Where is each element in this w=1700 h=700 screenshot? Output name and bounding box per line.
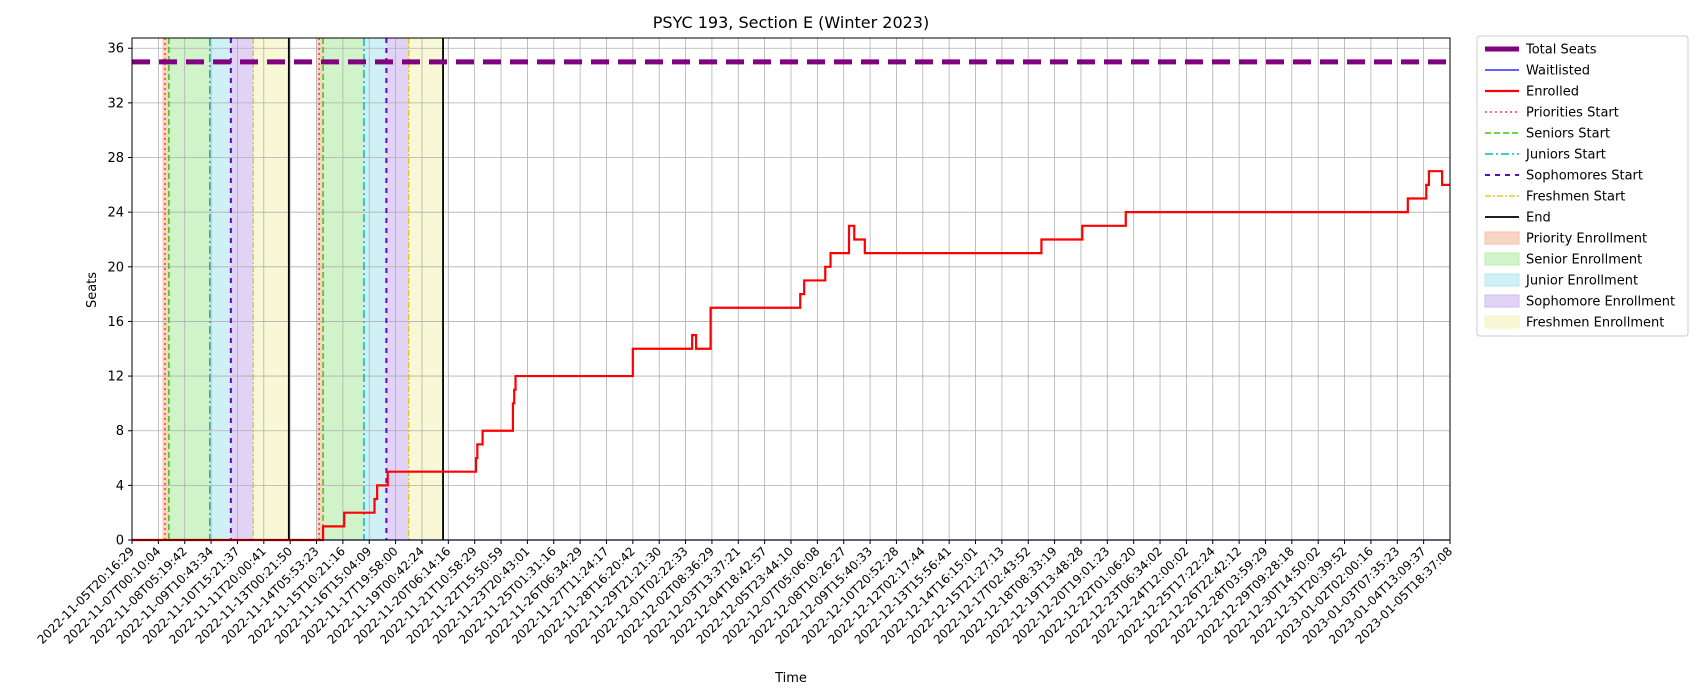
x-axis: 2022-11-05T20:16:292022-11-07T00:10:0420… [35, 540, 1455, 647]
y-tick-label: 16 [107, 315, 124, 330]
y-tick-label: 12 [107, 370, 124, 385]
legend-swatch-senior-enrollment [1484, 252, 1520, 266]
y-tick-label: 8 [116, 424, 124, 439]
legend-label-sophomore-enrollment: Sophomore Enrollment [1526, 295, 1675, 310]
legend-label-juniors-start: Juniors Start [1525, 148, 1606, 163]
legend-label-end: End [1526, 211, 1551, 226]
legend-label-seniors-start: Seniors Start [1526, 127, 1610, 142]
y-tick-label: 20 [107, 260, 124, 275]
period-junior-enrollment [209, 38, 231, 540]
legend-label-waitlisted: Waitlisted [1526, 64, 1590, 79]
chart-title: PSYC 193, Section E (Winter 2023) [653, 13, 929, 32]
legend-label-freshmen-start: Freshmen Start [1526, 190, 1625, 205]
period-senior-enrollment [323, 38, 364, 540]
legend-label-priorities-start: Priorities Start [1526, 106, 1619, 121]
legend-label-enrolled: Enrolled [1526, 85, 1579, 100]
legend-label-sophomores-start: Sophomores Start [1526, 169, 1643, 184]
y-tick-label: 4 [116, 479, 124, 494]
legend-label-total-seats: Total Seats [1525, 43, 1597, 58]
legend-swatch-junior-enrollment [1484, 273, 1520, 287]
y-tick-label: 32 [107, 96, 124, 111]
period-sophomore-enrollment [386, 38, 409, 540]
y-tick-label: 28 [107, 151, 124, 166]
y-tick-label: 24 [107, 206, 124, 221]
legend-swatch-sophomore-enrollment [1484, 294, 1520, 308]
legend-label-priority-enrollment: Priority Enrollment [1526, 232, 1647, 247]
y-axis-label: Seats [85, 272, 100, 308]
legend: Total Seats Waitlisted Enrolled Priorities … [1476, 35, 1689, 337]
legend-swatch-priority-enrollment [1484, 231, 1520, 245]
legend-swatch-freshmen-enrollment [1484, 315, 1520, 329]
legend-label-freshmen-enrollment: Freshmen Enrollment [1526, 316, 1664, 331]
series-enrolled [132, 170, 1450, 542]
phase-markers [164, 38, 444, 540]
period-freshmen-enrollment [408, 38, 444, 540]
legend-box [1476, 35, 1689, 337]
legend-label-junior-enrollment: Junior Enrollment [1525, 274, 1638, 289]
y-tick-label: 36 [107, 42, 124, 57]
y-axis: 0 4 8 12 16 20 24 28 32 36 [107, 42, 132, 549]
period-sophomore-enrollment [230, 38, 254, 540]
period-junior-enrollment [363, 38, 387, 540]
legend-label-senior-enrollment: Senior Enrollment [1526, 253, 1642, 268]
period-freshmen-enrollment [253, 38, 289, 540]
period-senior-enrollment [168, 38, 210, 540]
x-axis-label: Time [774, 671, 807, 686]
y-tick-label: 0 [116, 534, 124, 549]
